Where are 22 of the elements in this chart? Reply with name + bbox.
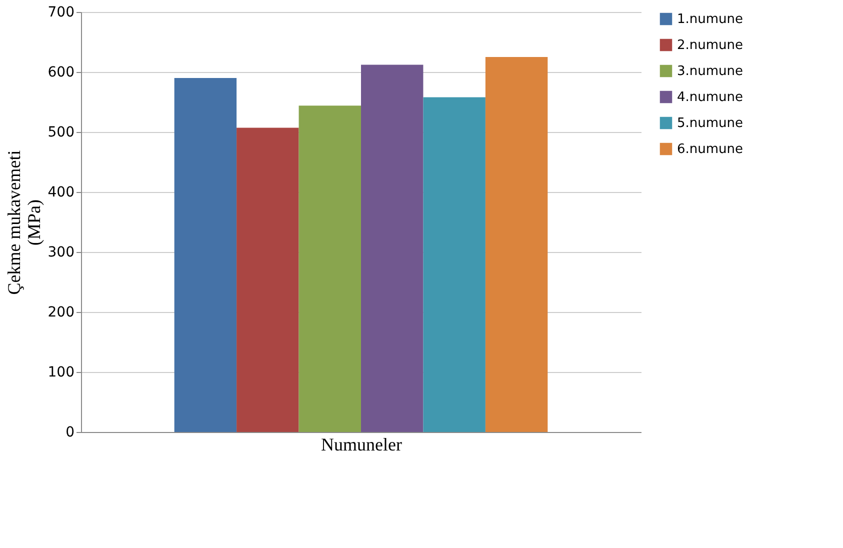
legend-label: 6.numune xyxy=(677,142,744,157)
legend-label: 3.numune xyxy=(677,64,744,79)
y-tick-label: 500 xyxy=(48,124,74,140)
y-tick-label: 200 xyxy=(48,304,74,320)
y-axis-title: Çekme mukavemeti (MPa) xyxy=(4,150,44,295)
bar xyxy=(298,106,361,432)
y-tick-label: 100 xyxy=(48,364,74,380)
y-tick-label: 0 xyxy=(66,424,74,440)
y-tick-label: 700 xyxy=(48,4,74,20)
legend-label: 4.numune xyxy=(677,90,744,105)
y-tick-label: 600 xyxy=(48,64,74,80)
bar xyxy=(174,78,237,432)
legend-label: 2.numune xyxy=(677,38,744,53)
y-tick-label: 400 xyxy=(48,184,74,200)
x-axis-title: Numuneler xyxy=(321,434,402,454)
legend-label: 5.numune xyxy=(677,116,744,131)
y-tick-label: 300 xyxy=(48,244,74,260)
bar xyxy=(423,97,486,432)
bar xyxy=(236,128,299,432)
bar xyxy=(361,64,424,432)
legend-label: 1.numune xyxy=(677,12,744,27)
bar xyxy=(485,57,548,432)
